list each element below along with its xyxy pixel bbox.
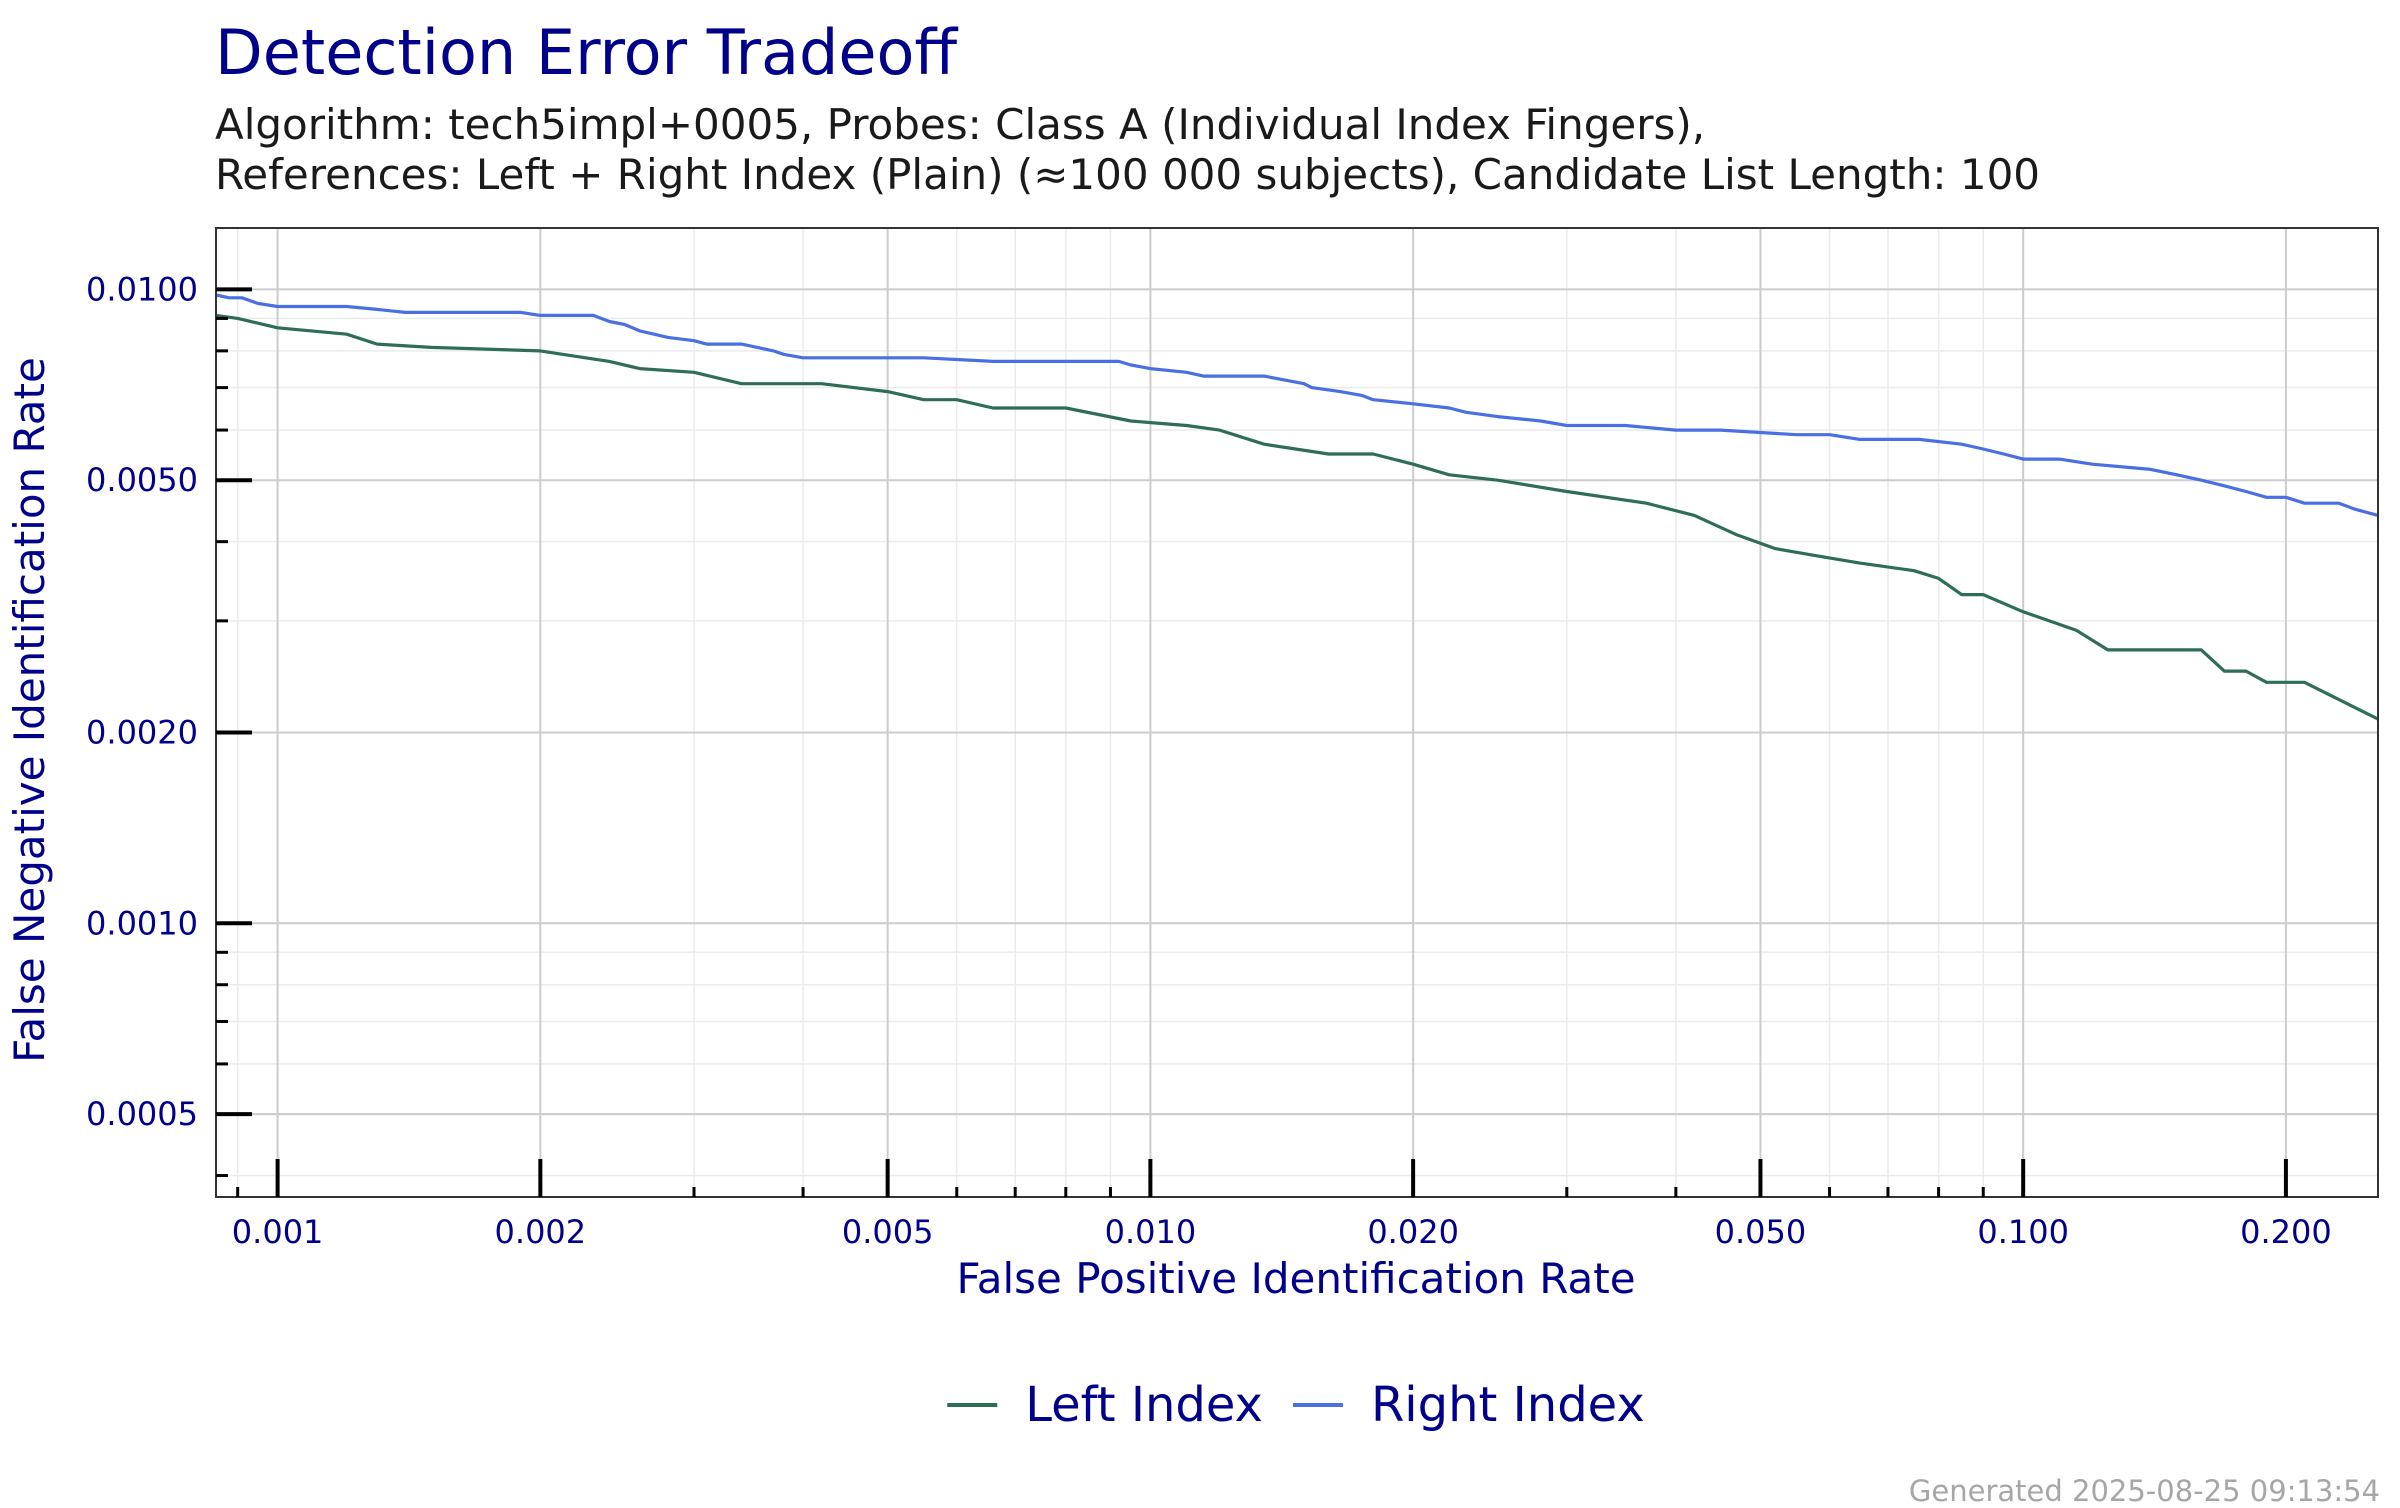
x-tick-label: 0.050 (1715, 1213, 1807, 1251)
chart-title: Detection Error Tradeoff (215, 16, 958, 89)
series-lines (215, 293, 2379, 721)
y-tick-label: 0.0100 (86, 270, 198, 308)
x-tick-label: 0.200 (2240, 1213, 2332, 1251)
legend: Left Index Right Index (947, 1377, 1645, 1433)
chart-subtitle-line-1: Algorithm: tech5impl+0005, Probes: Class… (215, 100, 1706, 149)
x-tick-label: 0.005 (842, 1213, 934, 1251)
y-tick-label: 0.0010 (86, 904, 198, 942)
x-tick-label: 0.001 (232, 1213, 324, 1251)
series-line-right-index (215, 293, 2379, 517)
x-tick-label: 0.010 (1105, 1213, 1197, 1251)
series-line-left-index (215, 313, 2379, 721)
x-tick-label: 0.100 (1977, 1213, 2069, 1251)
y-tick-label: 0.0005 (86, 1095, 198, 1133)
x-tick-label: 0.020 (1367, 1213, 1459, 1251)
x-axis-label: False Positive Identification Rate (956, 1254, 1635, 1303)
grid-lines (216, 228, 2378, 1197)
x-tick-label: 0.002 (495, 1213, 587, 1251)
y-tick-label: 0.0050 (86, 461, 198, 499)
chart-subtitle-line-2: References: Left + Right Index (Plain) (… (215, 150, 2041, 199)
y-tick-label: 0.0020 (86, 713, 198, 751)
legend-label-left-index: Left Index (1025, 1377, 1263, 1433)
legend-label-right-index: Right Index (1371, 1377, 1645, 1433)
plot-frame (215, 227, 2379, 1198)
axes: 0.001 0.002 0.005 0.010 0.020 0.050 0.100 0.200… (86, 270, 2332, 1251)
y-axis-label: False Negative Identification Rate (5, 357, 54, 1063)
generated-timestamp: Generated 2025-08-25 09:13:54 (1908, 1474, 2380, 1508)
